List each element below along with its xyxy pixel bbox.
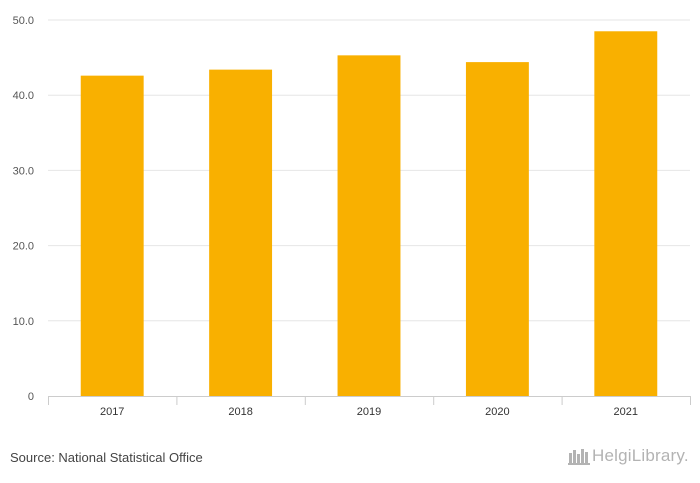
y-tick-label: 50.0 bbox=[13, 15, 34, 27]
bar-2019 bbox=[337, 55, 401, 397]
y-tick-label: 10.0 bbox=[13, 316, 34, 328]
helgilibrary-logo: HelgiLibrary. bbox=[568, 446, 689, 466]
bar-2017 bbox=[80, 75, 144, 396]
x-tick-label: 2020 bbox=[485, 406, 509, 418]
bar-2021 bbox=[594, 31, 658, 397]
logo-text: HelgiLibrary. bbox=[592, 446, 689, 465]
x-tick-label: 2018 bbox=[228, 406, 252, 418]
x-tick-label: 2021 bbox=[614, 406, 638, 418]
bars bbox=[80, 31, 658, 397]
bar-chart: 010.020.030.040.050.0 2017 2018 2019 2020 20… bbox=[13, 15, 691, 418]
y-tick-label: 20.0 bbox=[13, 241, 34, 253]
x-tick-label: 2017 bbox=[100, 406, 124, 418]
y-tick-label: 0 bbox=[28, 391, 34, 403]
y-tick-label: 30.0 bbox=[13, 165, 34, 177]
bar-2018 bbox=[209, 69, 273, 396]
x-tick-label: 2019 bbox=[357, 406, 381, 418]
source-note: Source: National Statistical Office bbox=[10, 450, 203, 465]
y-axis-ticks: 0 10.0 20.0 30.0 40.0 50.0 bbox=[13, 15, 34, 403]
x-axis-ticks: 2017 2018 2019 2020 2021 bbox=[48, 396, 691, 418]
library-icon bbox=[568, 449, 590, 465]
bar-2020 bbox=[465, 62, 529, 396]
y-tick-label: 40.0 bbox=[13, 90, 34, 102]
